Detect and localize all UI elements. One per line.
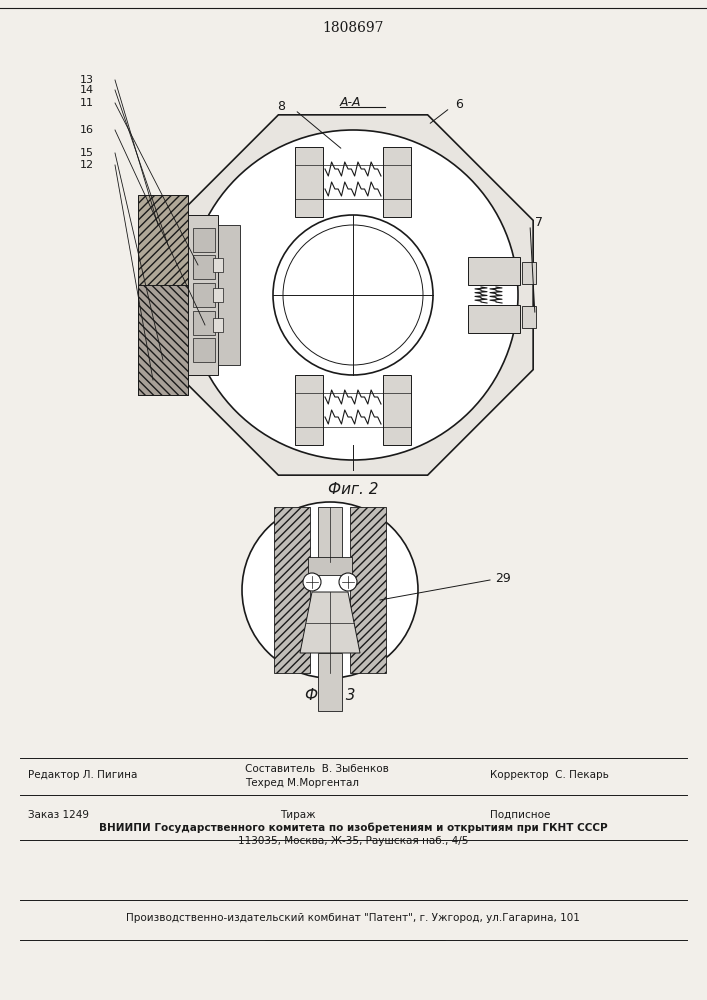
Text: 6: 6 [455,99,463,111]
Bar [213,288,223,302]
Bar [468,305,520,333]
Bar [295,375,323,445]
Polygon shape [300,592,360,653]
Text: Техред М.Моргентал: Техред М.Моргентал [245,778,359,788]
Text: 13: 13 [80,75,94,85]
Circle shape [283,225,423,365]
Circle shape [188,130,518,460]
Bar [213,318,223,332]
Text: 14: 14 [80,85,94,95]
Text: ВНИИПИ Государственного комитета по изобретениям и открытиям при ГКНТ СССР: ВНИИПИ Государственного комитета по изоб… [99,823,607,833]
Text: 11: 11 [80,98,94,108]
Bar [308,557,352,575]
Bar [213,258,223,272]
Bar [383,147,411,217]
Text: 8: 8 [277,101,285,113]
Bar [193,255,215,279]
Circle shape [273,215,433,375]
Text: Подписное: Подписное [490,810,550,820]
Polygon shape [173,115,533,475]
Bar [193,338,215,362]
Circle shape [242,502,418,678]
Text: Производственно-издательский комбинат "Патент", г. Ужгород, ул.Гагарина, 101: Производственно-издательский комбинат "П… [126,913,580,923]
Bar [383,375,411,445]
Bar [193,283,215,307]
Text: Фиг. 2: Фиг. 2 [328,483,378,497]
Text: Редактор Л. Пигина: Редактор Л. Пигина [28,770,137,780]
Bar [193,311,215,335]
Text: 1808697: 1808697 [322,21,384,35]
Bar [295,147,323,217]
Bar [350,507,386,673]
Text: A-A: A-A [340,97,361,109]
Bar [318,507,342,562]
Bar [138,285,188,395]
Text: 16: 16 [80,125,94,135]
Bar [188,215,218,375]
Bar [468,257,520,285]
Text: Фиг. 3: Фиг. 3 [305,688,355,702]
Circle shape [339,573,357,591]
Text: 113035, Москва, Ж-35, Раушская наб., 4/5: 113035, Москва, Ж-35, Раушская наб., 4/5 [238,836,468,846]
Circle shape [303,573,321,591]
Text: Заказ 1249: Заказ 1249 [28,810,89,820]
Text: Составитель  В. Зыбенков: Составитель В. Зыбенков [245,764,389,774]
Bar [274,507,310,673]
Bar [522,306,536,328]
Text: 12: 12 [80,160,94,170]
Bar [218,225,240,365]
Bar [318,653,342,711]
Text: 29: 29 [495,572,510,584]
Text: Тираж: Тираж [280,810,315,820]
Text: 15: 15 [80,148,94,158]
Bar [522,262,536,284]
Bar [138,195,188,395]
Text: 7: 7 [535,217,543,230]
Bar [193,228,215,252]
Text: Корректор  С. Пекарь: Корректор С. Пекарь [490,770,609,780]
